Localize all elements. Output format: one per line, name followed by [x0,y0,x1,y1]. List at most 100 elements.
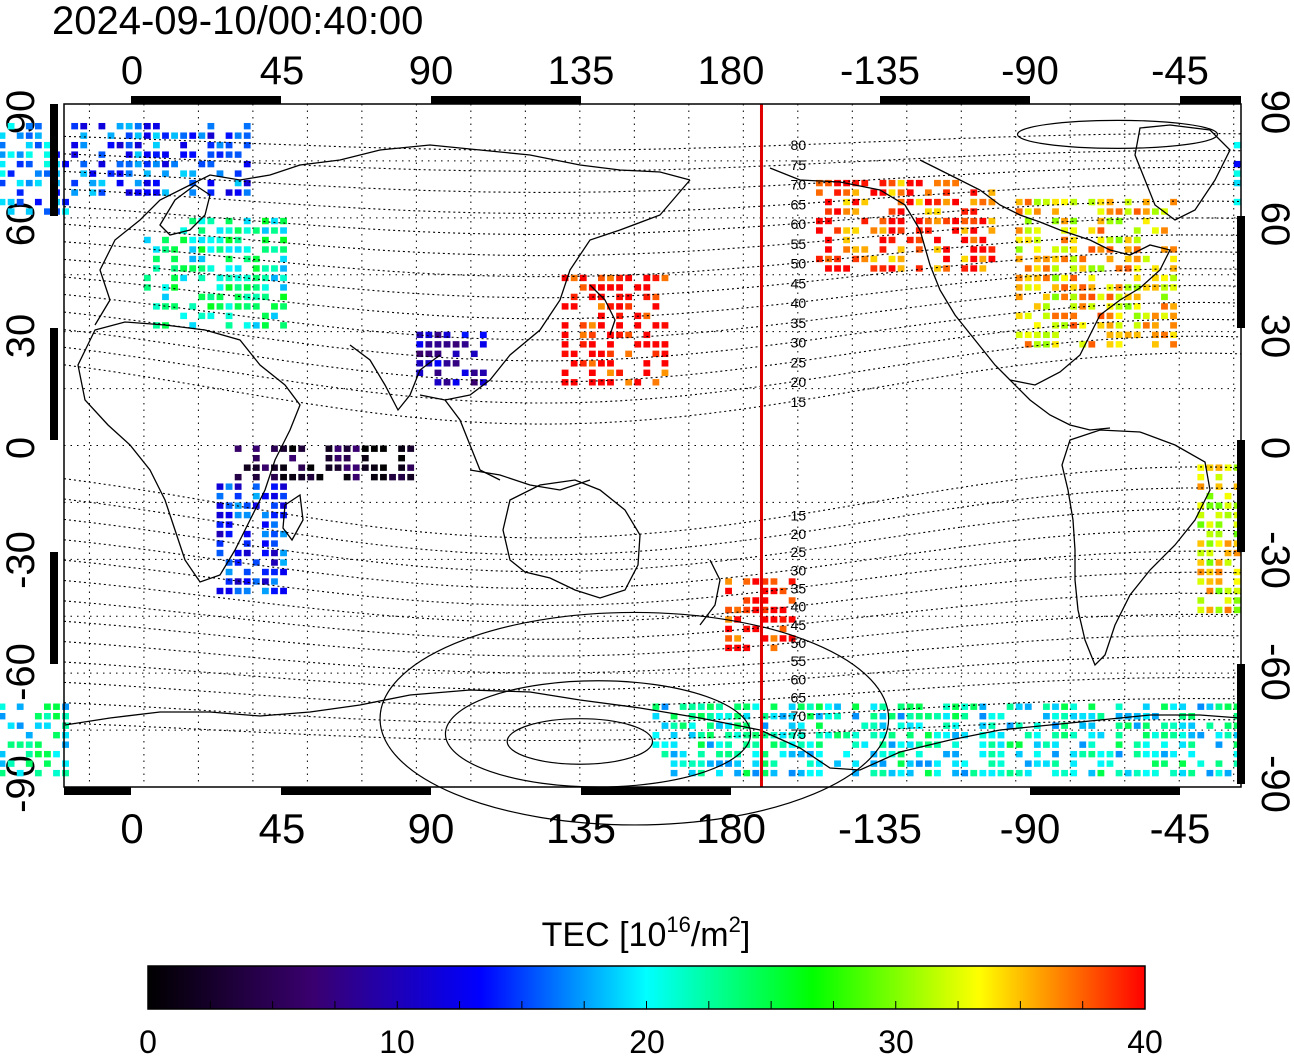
mlat-label: 50 [791,635,807,651]
tec-cell [834,179,841,187]
tec-cell [825,255,832,263]
tec-cell [761,587,769,595]
tec-cell [561,369,569,377]
tec-cell [915,750,923,758]
tec-cell [943,189,950,196]
tec-cell [1115,741,1123,748]
tec-cell [1115,769,1123,777]
tec-cell [915,741,923,748]
tec-cell [352,445,360,452]
tec-cell [643,341,651,348]
tec-cell [843,236,851,244]
tec-cell [125,170,133,177]
tec-cell [761,606,769,614]
tec-cell [1133,741,1141,748]
tec-cell [1142,703,1150,710]
tec-cell [888,769,896,777]
tec-cell [1161,750,1168,758]
tec-cell [280,587,287,595]
tec-cell [1197,540,1205,547]
tec-cell [180,236,188,244]
tec-cell [171,160,178,168]
tec-cell [952,227,959,234]
tec-cell [1088,750,1096,758]
tec-cell [598,360,605,367]
tec-cell [888,227,896,234]
tec-cell [143,284,151,291]
tec-cell [34,141,42,149]
tec-cell [897,208,905,215]
tec-cell [652,350,660,358]
tec-cell [216,236,224,244]
tec-cell [1106,760,1114,767]
tec-cell [1033,208,1041,215]
tec-cell [234,473,242,481]
tec-cell [588,369,596,377]
mlat-contour [63,655,1242,691]
tec-cell [234,265,242,272]
tec-cell [861,255,869,263]
tec-cell [1070,769,1078,777]
tec-cell [1024,769,1032,777]
tec-cell [616,303,623,310]
mlat-label: 60 [791,671,807,687]
tec-cell [271,530,278,538]
tec-cell [280,274,287,282]
tec-cell [943,198,950,206]
tec-cell [852,741,860,748]
tec-cell [143,160,151,168]
tec-cell [416,369,424,377]
tec-cell [761,635,769,642]
tec-region-scandinavia [71,122,251,196]
tec-cell [897,179,905,187]
tec-cell [1033,760,1041,767]
tec-cell [607,284,614,291]
tec-cell [834,227,841,234]
tec-cell [425,331,433,339]
tec-cell [743,722,751,729]
tec-cell [261,236,269,244]
tec-cell [225,132,233,139]
tec-cell [616,331,623,339]
tec-cell [852,179,860,187]
tec-cell [1061,198,1068,206]
tec-cell [216,151,224,158]
tec-cell [271,511,278,519]
tec-cell [280,530,287,538]
tec-cell [561,322,569,329]
tec-cell [697,703,705,710]
tec-cell [271,265,278,272]
tec-cell [1088,303,1096,310]
bottom-lon-tick: 45 [259,805,306,852]
tec-cell [1179,760,1187,767]
tec-cell [44,170,51,177]
tec-cell [1097,322,1105,329]
tec-cell [1106,341,1114,348]
tec-cell [1006,769,1014,777]
tec-cell [1124,293,1132,301]
tec-cell [207,293,215,301]
tec-cell [1133,208,1141,215]
tec-cell [652,341,660,348]
tec-cell [398,473,406,481]
tec-cell [670,731,678,739]
tec-cell [725,578,732,585]
tec-cell [661,722,669,729]
tec-cell [243,293,251,301]
tec-cell [879,227,887,234]
tec-cell [25,731,33,739]
tec-cell [970,236,978,244]
tec-cell [770,703,778,710]
tec-cell [216,284,224,291]
tec-cell [706,741,714,748]
tec-cell [806,703,814,710]
tec-cell [225,568,233,576]
tec-cell [407,473,415,481]
tec-cell [1142,741,1150,748]
tec-cell [879,760,887,767]
tec-cell [915,179,923,187]
tec-cell [952,760,959,767]
tec-cell [915,713,923,720]
tec-cell [1043,312,1050,320]
